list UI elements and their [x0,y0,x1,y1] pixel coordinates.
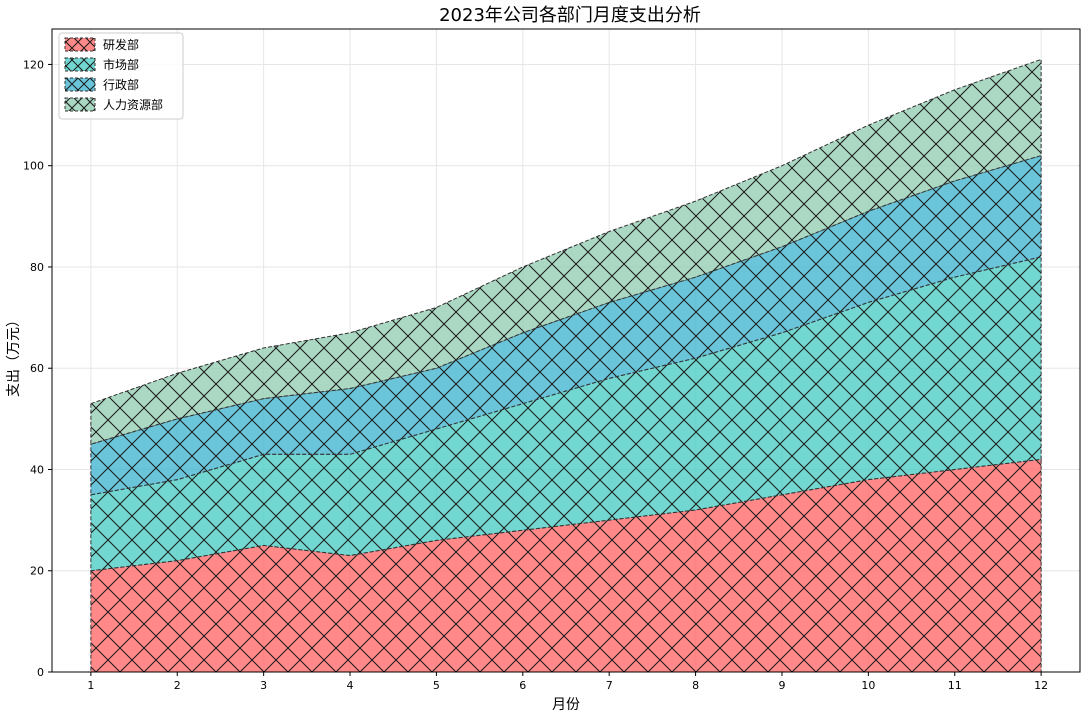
x-tick-label: 6 [519,679,526,692]
plot-frame [51,28,1081,673]
x-tick-label: 7 [606,679,613,692]
legend-item-市场部: 市场部 [64,57,139,72]
area-hatch-outline [90,58,1042,445]
y-tick-label: 120 [23,58,44,71]
x-axis-label: 月份 [552,697,580,713]
y-tick-label: 20 [30,565,44,578]
legend-swatch-hatch [64,97,96,112]
legend-item-行政部: 行政部 [64,77,139,92]
chart-title: 2023年公司各部门月度支出分析 [439,5,701,26]
x-tick-label: 2 [174,679,181,692]
x-tick-label: 11 [948,679,962,692]
legend-swatch-hatch [64,77,96,92]
y-tick-label: 0 [37,666,44,679]
y-tick-label: 40 [30,463,44,476]
x-tick-label: 12 [1034,679,1048,692]
legend-item-研发部: 研发部 [64,37,139,52]
legend-swatch-hatch [64,37,96,52]
x-tick-label: 3 [260,679,267,692]
legend-label: 研发部 [103,37,139,52]
y-axis-ticks: 0 20 40 60 80 100 120 [23,58,52,679]
x-tick-label: 1 [87,679,94,692]
area-series-group [90,58,1042,672]
y-tick-label: 80 [30,261,44,274]
area-series-人力资源部 [90,58,1042,445]
x-axis-ticks: 1 2 3 4 5 6 7 8 9 10 11 12 [87,672,1048,692]
legend-label: 行政部 [103,77,139,92]
x-tick-label: 8 [692,679,699,692]
y-axis-label: 支出（万元） [6,313,22,397]
x-tick-label: 9 [778,679,785,692]
legend-swatch-hatch [64,57,96,72]
legend-label: 市场部 [103,57,139,72]
legend-label: 人力资源部 [103,97,163,112]
x-tick-label: 5 [433,679,440,692]
y-tick-label: 100 [23,160,44,173]
x-tick-label: 4 [347,679,354,692]
y-tick-label: 60 [30,362,44,375]
legend-item-人力资源部: 人力资源部 [64,97,163,112]
x-tick-label: 10 [861,679,875,692]
